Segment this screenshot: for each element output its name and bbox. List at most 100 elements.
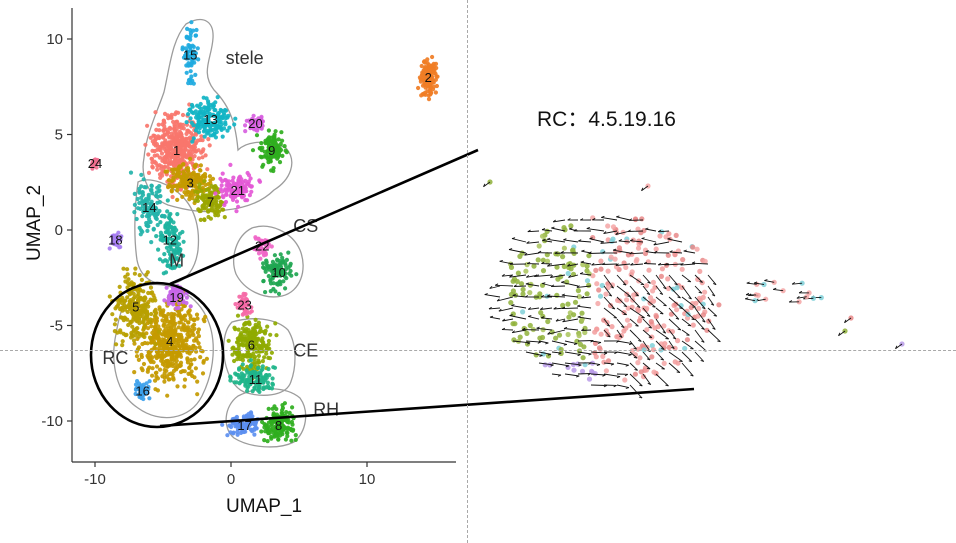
umap-point-cluster-3	[171, 171, 176, 176]
umap-point-cluster-15	[189, 20, 194, 25]
umap-point-cluster-4	[171, 375, 176, 380]
umap-point-cluster-14	[160, 213, 165, 218]
umap-point-cluster-1	[159, 166, 164, 171]
umap-point-cluster-14	[149, 183, 154, 189]
umap-point-cluster-9	[277, 160, 283, 165]
umap-point-cluster-4	[169, 371, 174, 376]
umap-point-cluster-1	[185, 128, 191, 133]
umap-point-cluster-14	[157, 184, 162, 189]
umap-point-cluster-3	[180, 194, 185, 199]
x-tick-label: 0	[227, 471, 235, 488]
y-axis-label: UMAP_2	[24, 185, 45, 261]
velocity-point	[540, 268, 547, 274]
umap-point-cluster-2	[420, 83, 426, 88]
umap-point-cluster-7	[206, 214, 211, 220]
velocity-point	[599, 282, 605, 289]
umap-point-cluster-21	[220, 194, 225, 199]
umap-point-cluster-1	[164, 150, 169, 155]
umap-point-cluster-6	[266, 342, 271, 347]
umap-point-cluster-6	[249, 340, 254, 345]
umap-point-cluster-12	[162, 252, 167, 257]
velocity-point	[666, 344, 672, 350]
velocity-point	[598, 266, 604, 272]
umap-point-cluster-6	[247, 334, 252, 339]
velocity-arrow-head	[627, 295, 631, 297]
umap-point-cluster-4	[201, 360, 206, 365]
velocity-arrow	[616, 351, 632, 356]
velocity-point	[682, 345, 688, 352]
umap-point-cluster-2	[428, 90, 433, 95]
umap-point-cluster-5	[152, 309, 157, 314]
umap-point-cluster-5	[135, 312, 140, 317]
umap-point-cluster-6	[236, 343, 241, 348]
umap-point-cluster-13	[196, 130, 202, 135]
umap-point-cluster-4	[150, 373, 155, 378]
umap-point-cluster-8	[266, 431, 271, 436]
umap-point-cluster-7	[202, 195, 208, 200]
umap-point-cluster-1	[157, 155, 162, 160]
velocity-point	[672, 359, 678, 365]
umap-point-cluster-17	[225, 433, 230, 438]
velocity-point	[636, 318, 643, 324]
umap-point-cluster-4	[190, 373, 195, 378]
velocity-point	[605, 358, 612, 364]
umap-point-cluster-5	[138, 311, 143, 316]
umap-point-cluster-1	[146, 170, 152, 175]
umap-point-cluster-9	[278, 141, 283, 147]
velocity-point	[594, 281, 600, 287]
umap-point-cluster-21	[243, 198, 248, 203]
velocity-arrow-head	[563, 343, 568, 346]
umap-point-cluster-9	[275, 153, 280, 158]
umap-point-cluster-1	[154, 142, 159, 147]
umap-point-cluster-4	[132, 370, 137, 375]
umap-point-cluster-11	[245, 388, 250, 393]
velocity-point	[572, 299, 579, 305]
velocity-arrow	[495, 284, 514, 287]
velocity-arrow	[668, 318, 682, 331]
cluster-label-12: 12	[163, 233, 177, 248]
velocity-arrow	[641, 238, 657, 243]
umap-point-cluster-11	[244, 368, 249, 373]
velocity-point	[623, 325, 629, 331]
umap-point-cluster-5	[114, 342, 119, 347]
velocity-arrow	[509, 315, 527, 320]
umap-point-cluster-4	[173, 365, 178, 370]
umap-point-cluster-4	[162, 340, 167, 345]
velocity-arrow-head	[541, 228, 546, 231]
velocity-point	[628, 272, 634, 278]
velocity-point	[565, 331, 571, 338]
velocity-point	[524, 330, 530, 336]
velocity-arrow	[645, 228, 657, 232]
umap-point-cluster-8	[293, 433, 298, 438]
umap-point-cluster-5	[128, 319, 133, 324]
umap-point-cluster-4	[170, 332, 175, 337]
umap-point-cluster-14	[146, 223, 151, 229]
umap-point-cluster-4	[197, 345, 202, 350]
umap-point-cluster-4	[141, 361, 147, 367]
umap-point-cluster-13	[205, 131, 210, 136]
umap-point-cluster-11	[237, 366, 242, 371]
umap-point-cluster-3	[188, 156, 193, 161]
umap-point-cluster-4	[200, 349, 205, 354]
umap-point-cluster-14	[149, 240, 154, 245]
velocity-arrow	[602, 263, 618, 265]
umap-point-cluster-3	[182, 190, 187, 195]
umap-point-cluster-8	[282, 425, 287, 430]
umap-point-cluster-13	[223, 120, 228, 125]
cs-outline	[233, 225, 304, 298]
umap-point-cluster-13	[219, 127, 224, 132]
cluster-label-23: 23	[237, 297, 251, 312]
velocity-arrow-head	[692, 306, 696, 308]
velocity-point	[545, 318, 551, 325]
velocity-arrow	[655, 351, 665, 361]
velocity-point	[562, 227, 568, 233]
umap-point-cluster-6	[235, 313, 241, 318]
umap-point-cluster-4	[165, 358, 170, 364]
umap-point-cluster-1	[192, 154, 197, 159]
velocity-arrow	[563, 239, 579, 243]
umap-point-cluster-11	[252, 380, 257, 385]
umap-point-cluster-11	[240, 362, 245, 367]
umap-point-cluster-21	[234, 209, 239, 214]
velocity-arrow	[616, 384, 629, 389]
